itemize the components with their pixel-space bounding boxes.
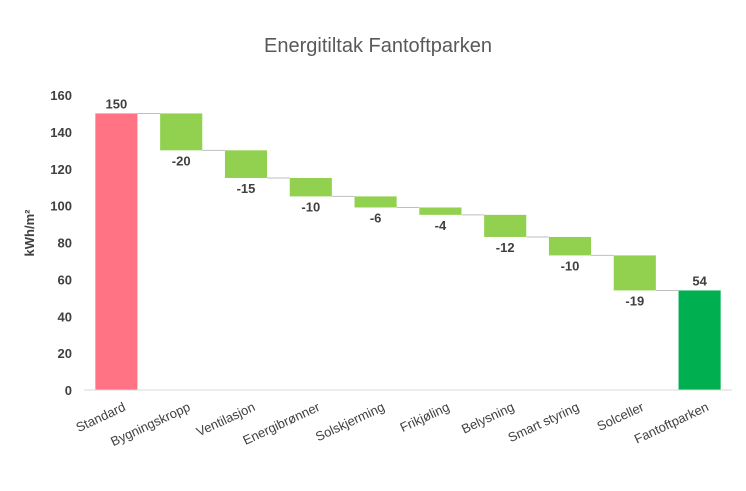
- x-tick-label: Solskjerming: [313, 399, 387, 444]
- y-axis: 0 20 40 60 80 100 120 140 160: [50, 88, 72, 398]
- data-label: -4: [435, 218, 447, 233]
- bar-energibrønner: [289, 177, 332, 197]
- data-label: 54: [692, 273, 707, 288]
- bar-bygningskropp: [160, 113, 203, 151]
- data-label: -6: [370, 210, 382, 225]
- y-tick-label: 160: [50, 88, 72, 103]
- y-tick-label: 60: [58, 272, 72, 287]
- bar-ventilasjon: [224, 150, 268, 178]
- y-tick-label: 80: [58, 236, 72, 251]
- bar-standard: [95, 113, 138, 390]
- y-tick-label: 140: [50, 125, 72, 140]
- chart-title: Energitiltak Fantoftparken: [264, 35, 492, 57]
- bar-frikjøling: [419, 207, 462, 215]
- bar-solceller: [613, 255, 656, 291]
- bar-fantoftparken: [678, 290, 721, 390]
- data-label: -19: [625, 293, 644, 308]
- y-tick-label: 120: [50, 162, 72, 177]
- data-label: -12: [496, 240, 515, 255]
- bar-smart-styring: [548, 236, 592, 256]
- data-label: -10: [561, 258, 580, 273]
- y-tick-label: 100: [50, 199, 72, 214]
- data-label: -15: [237, 181, 256, 196]
- y-tick-label: 0: [65, 383, 72, 398]
- x-tick-label: Fantoftparken: [632, 399, 711, 446]
- bars: [95, 113, 721, 390]
- y-tick-label: 40: [58, 309, 72, 324]
- x-tick-label: Smart styring: [506, 399, 582, 445]
- data-label: -20: [172, 153, 191, 168]
- data-label: -10: [301, 199, 320, 214]
- x-tick-label: Solceller: [595, 399, 647, 434]
- bar-solskjerming: [354, 196, 397, 208]
- data-label: 150: [106, 96, 128, 111]
- bar-belysning: [484, 214, 527, 237]
- connector-lines: [137, 112, 679, 291]
- x-tick-label: Frikjøling: [398, 399, 452, 435]
- y-tick-label: 20: [58, 346, 72, 361]
- y-axis-label: kWh/m²: [22, 209, 37, 257]
- data-labels: 150 -20 -15 -10 -6 -4 -12 -10 -19 54: [106, 96, 708, 308]
